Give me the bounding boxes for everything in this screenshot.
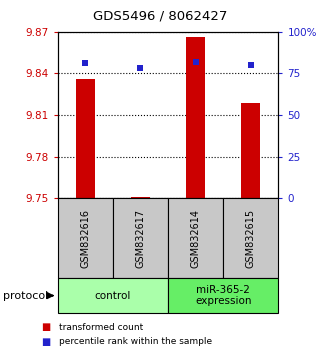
Text: GSM832617: GSM832617 — [135, 209, 145, 268]
Bar — [131, 197, 150, 198]
Text: ■: ■ — [42, 337, 51, 347]
Text: percentile rank within the sample: percentile rank within the sample — [59, 337, 212, 346]
Text: GDS5496 / 8062427: GDS5496 / 8062427 — [93, 10, 227, 22]
Bar — [76, 79, 95, 198]
Bar — [241, 103, 260, 198]
Text: miR-365-2
expression: miR-365-2 expression — [195, 285, 252, 307]
Text: GSM832616: GSM832616 — [80, 209, 90, 268]
Text: protocol: protocol — [3, 291, 48, 301]
Text: ■: ■ — [42, 322, 51, 332]
Text: GSM832614: GSM832614 — [191, 209, 201, 268]
Text: control: control — [95, 291, 131, 301]
Text: GSM832615: GSM832615 — [246, 209, 256, 268]
Bar — [186, 38, 205, 198]
Text: transformed count: transformed count — [59, 323, 143, 332]
